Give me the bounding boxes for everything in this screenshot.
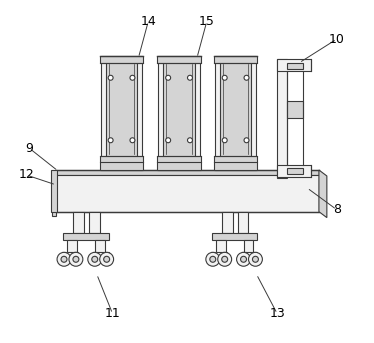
Circle shape: [104, 256, 110, 262]
Circle shape: [218, 252, 232, 266]
Bar: [101, 56, 142, 170]
Bar: [157, 56, 201, 63]
Bar: [277, 59, 287, 178]
Circle shape: [222, 138, 227, 143]
Bar: [287, 100, 303, 118]
Circle shape: [130, 138, 135, 143]
Bar: [56, 175, 319, 212]
Bar: [223, 252, 227, 256]
Bar: [100, 156, 143, 170]
Text: 11: 11: [105, 307, 120, 320]
Bar: [222, 212, 233, 234]
Bar: [254, 252, 257, 256]
Circle shape: [252, 256, 258, 262]
Polygon shape: [319, 170, 327, 217]
Bar: [287, 168, 303, 174]
Circle shape: [187, 138, 193, 143]
Bar: [214, 56, 257, 63]
Circle shape: [222, 256, 228, 262]
Text: 15: 15: [199, 15, 215, 28]
Circle shape: [61, 256, 67, 262]
Text: 13: 13: [269, 307, 285, 320]
Bar: [277, 59, 311, 71]
Circle shape: [248, 252, 263, 266]
Circle shape: [130, 75, 135, 80]
Bar: [63, 234, 108, 240]
Bar: [237, 212, 248, 234]
Circle shape: [166, 75, 171, 80]
Bar: [93, 252, 97, 256]
Circle shape: [57, 252, 71, 266]
Circle shape: [240, 256, 246, 262]
Circle shape: [92, 256, 98, 262]
Bar: [67, 240, 77, 252]
Bar: [100, 56, 143, 63]
Bar: [158, 56, 200, 170]
Bar: [214, 156, 257, 170]
Bar: [52, 174, 56, 216]
Text: 10: 10: [329, 33, 345, 46]
Circle shape: [88, 252, 102, 266]
Circle shape: [108, 75, 113, 80]
Circle shape: [244, 75, 249, 80]
Bar: [157, 156, 201, 170]
Bar: [242, 252, 245, 256]
Text: 14: 14: [141, 15, 156, 28]
Bar: [277, 165, 311, 177]
Bar: [243, 240, 254, 252]
Circle shape: [166, 138, 171, 143]
Text: 12: 12: [18, 168, 34, 181]
Bar: [51, 170, 57, 212]
Bar: [163, 62, 195, 164]
Circle shape: [222, 75, 227, 80]
Circle shape: [244, 138, 249, 143]
Bar: [95, 240, 105, 252]
Text: 8: 8: [333, 203, 341, 216]
Bar: [220, 62, 251, 164]
Bar: [106, 62, 137, 164]
Bar: [211, 252, 215, 256]
Bar: [215, 56, 257, 170]
Circle shape: [108, 138, 113, 143]
Bar: [216, 240, 226, 252]
Circle shape: [210, 256, 216, 262]
Bar: [62, 252, 66, 256]
Circle shape: [69, 252, 83, 266]
Bar: [287, 63, 303, 69]
Bar: [56, 170, 319, 175]
Bar: [105, 252, 108, 256]
Circle shape: [237, 252, 251, 266]
Bar: [74, 252, 78, 256]
Circle shape: [100, 252, 114, 266]
Circle shape: [187, 75, 193, 80]
Bar: [89, 212, 100, 234]
Circle shape: [206, 252, 220, 266]
Circle shape: [73, 256, 79, 262]
Bar: [73, 212, 84, 234]
Bar: [212, 234, 257, 240]
Text: 9: 9: [25, 142, 33, 155]
